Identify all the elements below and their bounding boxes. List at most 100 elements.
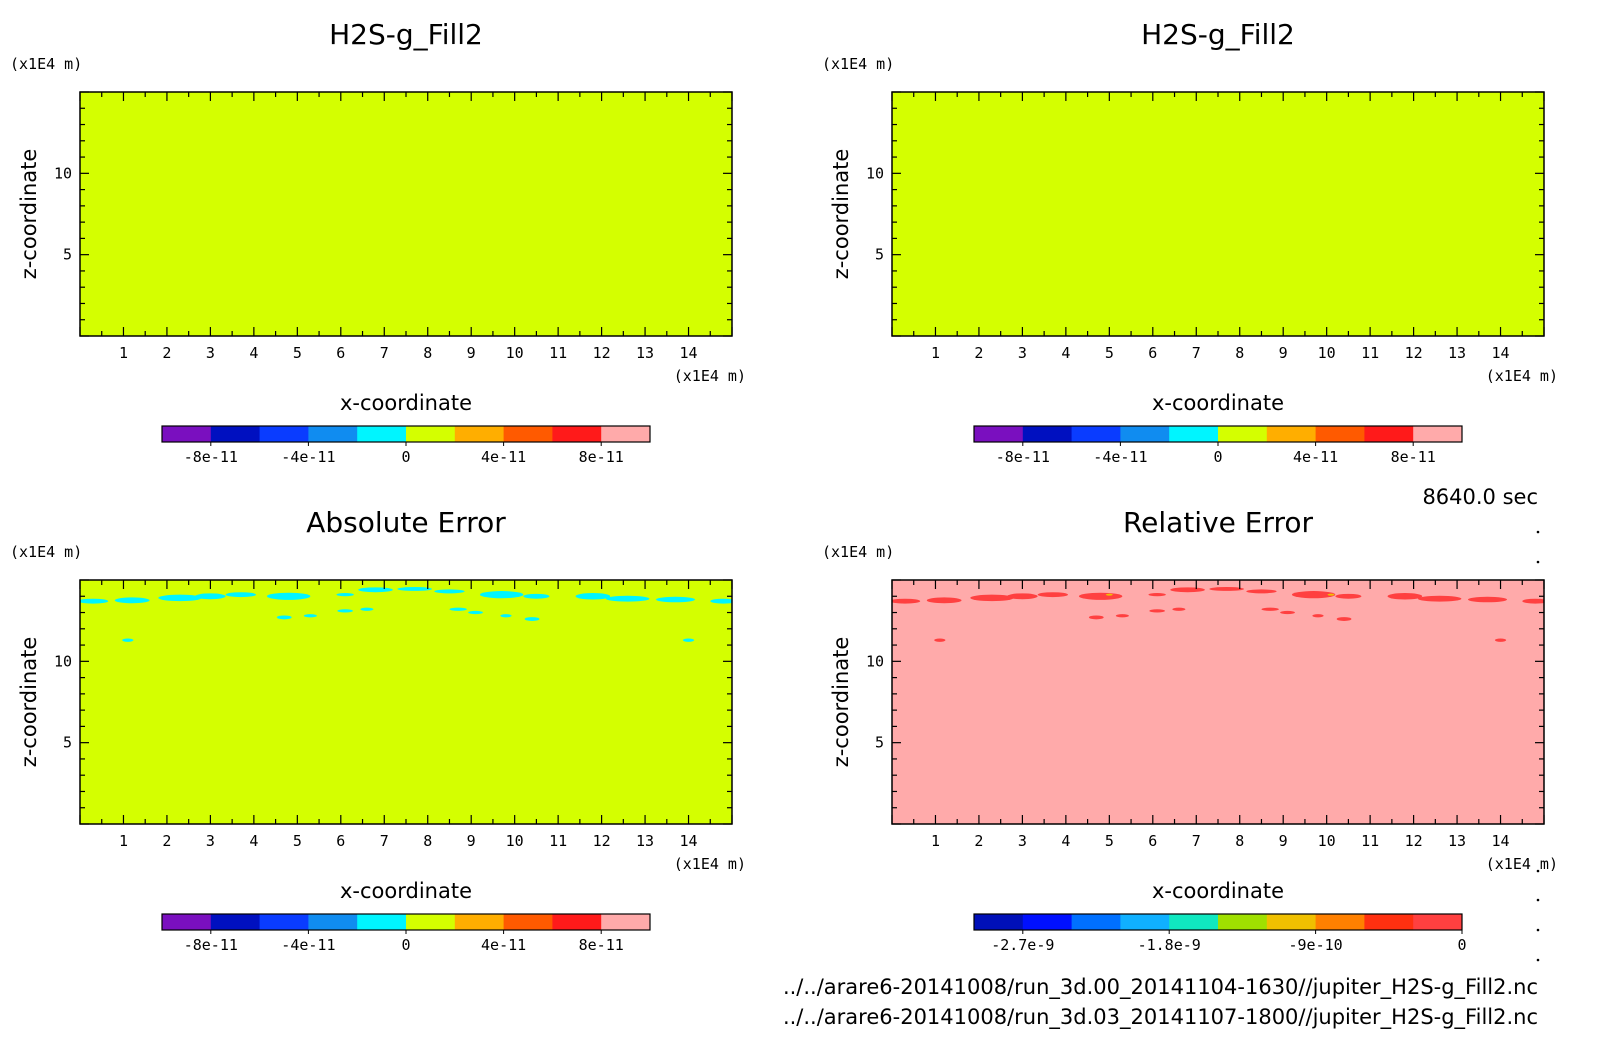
y-tick-label: 10 xyxy=(866,652,884,670)
contour-patch xyxy=(449,607,467,611)
x-tick-label: 7 xyxy=(1192,832,1201,850)
x-tick-label: 5 xyxy=(1105,832,1114,850)
colorbar-label: -4e-11 xyxy=(1093,448,1147,466)
x-tick-label: 6 xyxy=(1148,344,1157,362)
colorbar-swatch xyxy=(308,914,358,930)
x-tick-label: 3 xyxy=(206,832,215,850)
x-tick-label: 4 xyxy=(249,832,258,850)
colorbar-swatch xyxy=(210,426,261,442)
x-tick-label: 6 xyxy=(1148,832,1157,850)
colorbar-swatch xyxy=(552,914,602,930)
contour-patch xyxy=(1078,592,1123,600)
x-tick-label: 6 xyxy=(336,344,345,362)
contour-patches xyxy=(892,586,1544,642)
x-tick-label: 2 xyxy=(162,832,171,850)
x-unit-label: (x1E4 m) xyxy=(1486,367,1558,385)
x-tick-label: 2 xyxy=(974,344,983,362)
contour-patch xyxy=(225,592,257,598)
contour-patch xyxy=(892,598,921,604)
contour-patch xyxy=(114,597,150,604)
chart-panel-1: H2S-g_Fill2(x1E4 m)1 2 3 4 5 6 7 8 9 10 11 12 13 1451… xyxy=(10,18,746,466)
contour-patch xyxy=(1387,593,1423,600)
contour-patch xyxy=(1149,609,1165,613)
x-tick-label: 10 xyxy=(506,832,524,850)
plot-background xyxy=(892,92,1544,336)
y-tick-label: 10 xyxy=(866,164,884,182)
x-unit-label: (x1E4 m) xyxy=(674,855,746,873)
x-tick-label: 13 xyxy=(636,832,654,850)
colorbar-label: 0 xyxy=(401,448,410,466)
plot-background xyxy=(80,92,732,336)
contour-patch xyxy=(1327,593,1335,596)
x-tick-label: 4 xyxy=(1061,344,1070,362)
x-tick-label: 9 xyxy=(1279,832,1288,850)
contour-patch xyxy=(360,607,374,611)
chart-panel-4: Relative Error(x1E4 m)1 2 3 4 5 6 7 8 9 10 11 12 13 1… xyxy=(822,506,1558,954)
x-tick-label: 1 xyxy=(931,832,940,850)
x-tick-label: 10 xyxy=(506,344,524,362)
contour-patch xyxy=(479,591,524,599)
x-tick-label: 7 xyxy=(380,832,389,850)
colorbar-swatch xyxy=(1315,914,1365,930)
contour-patch xyxy=(970,594,1014,602)
contour-patch xyxy=(1037,592,1069,598)
x-tick-label: 6 xyxy=(336,832,345,850)
chart-title: Relative Error xyxy=(1123,506,1314,539)
x-tick-label: 11 xyxy=(549,832,567,850)
y-axis-label: z-coordinate xyxy=(829,149,853,280)
colorbar-swatch xyxy=(552,426,602,442)
x-axis-label: x-coordinate xyxy=(340,391,472,415)
chart-panel-3: Absolute Error(x1E4 m)1 2 3 4 5 6 7 8 9 10 11 12 13 1… xyxy=(10,506,746,954)
contour-patch xyxy=(1335,593,1362,599)
x-tick-label: 5 xyxy=(293,832,302,850)
chart-title: H2S-g_Fill2 xyxy=(1141,18,1295,51)
contour-patch xyxy=(926,597,962,604)
contour-patch xyxy=(158,594,202,602)
x-tick-label: 11 xyxy=(549,344,567,362)
colorbar-label: 4e-11 xyxy=(1293,448,1338,466)
contour-patch xyxy=(266,592,311,600)
footer-file-1: ../../arare6-20141008/run_3d.00_20141104… xyxy=(783,975,1538,1000)
colorbar-swatch xyxy=(1169,426,1219,442)
colorbar-swatch xyxy=(1364,426,1414,442)
contour-patch xyxy=(1209,586,1245,591)
contour-patches xyxy=(80,586,732,642)
contour-patch xyxy=(303,614,317,618)
colorbar-swatch xyxy=(503,914,553,930)
x-tick-label: 2 xyxy=(162,344,171,362)
y-axis-label: z-coordinate xyxy=(17,637,41,768)
colorbar-swatch xyxy=(308,426,358,442)
contour-patch xyxy=(1246,589,1277,594)
colorbar-swatch xyxy=(601,426,651,442)
x-tick-label: 7 xyxy=(1192,344,1201,362)
colorbar-swatch xyxy=(259,426,309,442)
colorbar-swatch xyxy=(406,914,456,930)
contour-patch xyxy=(605,595,650,602)
colorbar-swatch xyxy=(1120,914,1170,930)
chart-title: H2S-g_Fill2 xyxy=(329,18,483,51)
colorbar-swatch xyxy=(1120,426,1170,442)
colorbar-label: -8e-11 xyxy=(184,448,238,466)
colorbar-swatch xyxy=(601,914,651,930)
colorbar-swatch xyxy=(1218,426,1268,442)
x-tick-label: 1 xyxy=(119,344,128,362)
x-tick-label: 13 xyxy=(636,344,654,362)
colorbar-swatch xyxy=(1364,914,1414,930)
right-edge-dots xyxy=(1536,530,1540,962)
contour-patch xyxy=(397,586,433,591)
colorbar-swatch xyxy=(503,426,553,442)
x-tick-label: 12 xyxy=(593,344,611,362)
contour-patch xyxy=(1115,614,1129,618)
contour-patch xyxy=(1467,596,1508,603)
x-tick-label: 4 xyxy=(1061,832,1070,850)
colorbar-label: -1.8e-9 xyxy=(1138,936,1201,954)
y-unit-label: (x1E4 m) xyxy=(10,55,82,73)
x-tick-label: 13 xyxy=(1448,832,1466,850)
colorbar-swatch xyxy=(357,914,407,930)
colorbar: -2.7e-9 -1.8e-9 -9e-10 0 xyxy=(973,913,1467,954)
x-tick-label: 14 xyxy=(680,344,698,362)
decoration-dot xyxy=(1536,560,1540,564)
colorbar-swatch xyxy=(1413,426,1463,442)
x-unit-label: (x1E4 m) xyxy=(674,367,746,385)
footer-file-2: ../../arare6-20141008/run_3d.03_20141107… xyxy=(783,1005,1538,1030)
